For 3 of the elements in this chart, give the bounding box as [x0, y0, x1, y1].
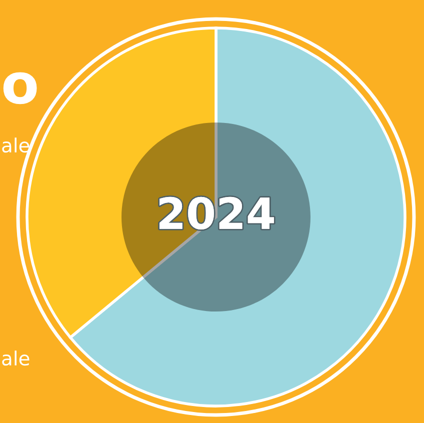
text: ale [2, 350, 30, 366]
text: o [3, 72, 37, 104]
text: ale [2, 138, 30, 153]
